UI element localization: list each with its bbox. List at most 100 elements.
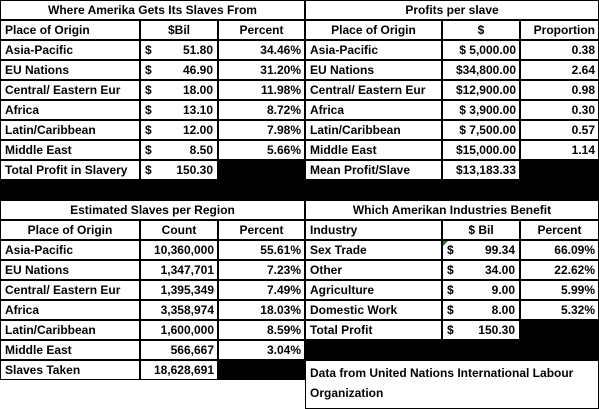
slaves_from-row-percent[interactable]: 34.46% [218,40,305,60]
slaves_from-row-percent[interactable]: 7.98% [218,120,305,140]
industries-total-label[interactable]: Total Profit [305,320,442,340]
industries-total-value[interactable]: $150.30 [442,320,520,340]
slaves_from-row-percent[interactable]: 8.72% [218,100,305,120]
profits_per_slave-row-percent[interactable]: 0.38 [520,40,599,60]
slaves_from-row-value[interactable]: $18.00 [140,80,218,100]
profits_per_slave-header-1[interactable]: $ [442,20,520,40]
separator-row[interactable] [0,180,599,200]
profits_per_slave-row-label[interactable]: Asia-Pacific [305,40,442,60]
industries-filler-row[interactable] [305,340,599,360]
slaves_from-title[interactable]: Where Amerika Gets Its Slaves From [0,0,305,20]
profits_per_slave-row-value[interactable]: $ 3,900.00 [442,100,520,120]
slaves_from-total-label[interactable]: Total Profit in Slavery [0,160,140,180]
industries-header-2[interactable]: Percent [520,220,599,240]
industries-row-percent[interactable]: 5.99% [520,280,599,300]
profits_per_slave-row-value[interactable]: $34,800.00 [442,60,520,80]
slaves_from-row-label[interactable]: Middle East [0,140,140,160]
slaves_from-row-label[interactable]: Asia-Pacific [0,40,140,60]
profits_per_slave-row-percent[interactable]: 0.30 [520,100,599,120]
slaves_from-row-value[interactable]: $51.80 [140,40,218,60]
slaves_per_region-row-label[interactable]: Middle East [0,340,140,360]
slaves_from-row-value[interactable]: $13.10 [140,100,218,120]
industries-row-value[interactable]: $99.34 [442,240,520,260]
slaves_per_region-row-percent[interactable]: 55.61% [218,240,305,260]
profits_per_slave-row-value[interactable]: $ 7,500.00 [442,120,520,140]
currency-symbol: $ [447,283,454,297]
industries-row-value[interactable]: $9.00 [442,280,520,300]
profits_per_slave-row-label[interactable]: Latin/Caribbean [305,120,442,140]
profits_per_slave-row-label[interactable]: EU Nations [305,60,442,80]
profits_per_slave-row-label[interactable]: Middle East [305,140,442,160]
industries-header-1[interactable]: $ Bil [442,220,520,240]
slaves_per_region-row-value[interactable]: 10,360,000 [140,240,218,260]
profits_per_slave-title[interactable]: Profits per slave [305,0,599,20]
slaves_from-header-2[interactable]: Percent [218,20,305,40]
slaves_per_region-row-label[interactable]: Latin/Caribbean [0,320,140,340]
profits_per_slave-row-value[interactable]: $ 5,000.00 [442,40,520,60]
slaves_from-row-percent[interactable]: 5.66% [218,140,305,160]
profits_per_slave-row-label[interactable]: Africa [305,100,442,120]
slaves_per_region-row-percent[interactable]: 3.04% [218,340,305,360]
profits_per_slave-row-percent[interactable]: 1.14 [520,140,599,160]
slaves_per_region-row-value[interactable]: 566,667 [140,340,218,360]
profits_per_slave-row-value[interactable]: $12,900.00 [442,80,520,100]
slaves_per_region-header-1[interactable]: Count [140,220,218,240]
currency-value: 18.00 [182,83,213,97]
slaves_per_region-row-label[interactable]: Central/ Eastern Eur [0,280,140,300]
profits_per_slave-row-value[interactable]: $15,000.00 [442,140,520,160]
slaves_per_region-row-value[interactable]: 1,395,349 [140,280,218,300]
slaves_from-row-value[interactable]: $12.00 [140,120,218,140]
industries-row-value[interactable]: $34.00 [442,260,520,280]
profits_per_slave-row-percent[interactable]: 0.57 [520,120,599,140]
industries-row-label[interactable]: Domestic Work [305,300,442,320]
source-note[interactable]: Data from United Nations International L… [305,360,599,409]
slaves_per_region-row-label[interactable]: EU Nations [0,260,140,280]
profits_per_slave-total-blank[interactable] [520,160,599,180]
slaves_per_region-row-percent[interactable]: 7.49% [218,280,305,300]
slaves_from-row-value[interactable]: $8.50 [140,140,218,160]
slaves_from-total-value[interactable]: $150.30 [140,160,218,180]
slaves_per_region-header-2[interactable]: Percent [218,220,305,240]
slaves_per_region-row-label[interactable]: Africa [0,300,140,320]
slaves_from-total-blank[interactable] [218,160,305,180]
slaves_from-row-value[interactable]: $46.90 [140,60,218,80]
currency-value: 51.80 [182,43,213,57]
slaves_from-row-percent[interactable]: 31.20% [218,60,305,80]
industries-title[interactable]: Which Amerikan Industries Benefit [305,200,599,220]
slaves_from-header-1[interactable]: $Bil [140,20,218,40]
slaves_per_region-title[interactable]: Estimated Slaves per Region [0,200,305,220]
slaves_per_region-row-value[interactable]: 1,600,000 [140,320,218,340]
slaves_per_region-row-percent[interactable]: 18.03% [218,300,305,320]
profits_per_slave-row-percent[interactable]: 2.64 [520,60,599,80]
profits_per_slave-row-percent[interactable]: 0.98 [520,80,599,100]
profits_per_slave-total-label[interactable]: Mean Profit/Slave [305,160,442,180]
industries-row-label[interactable]: Sex Trade [305,240,442,260]
slaves_from-row-percent[interactable]: 11.98% [218,80,305,100]
profits_per_slave-total-value[interactable]: $13,183.33 [442,160,520,180]
profits_per_slave-header-0[interactable]: Place of Origin [305,20,442,40]
slaves_per_region-row-value[interactable]: 3,358,974 [140,300,218,320]
slaves_from-row-label[interactable]: Central/ Eastern Eur [0,80,140,100]
slaves_per_region-total-label[interactable]: Slaves Taken [0,360,140,380]
industries-header-0[interactable]: Industry [305,220,442,240]
slaves_from-row-label[interactable]: Africa [0,100,140,120]
slaves_per_region-row-percent[interactable]: 8.59% [218,320,305,340]
slaves_from-row-label[interactable]: EU Nations [0,60,140,80]
profits_per_slave-header-2[interactable]: Proportion [520,20,599,40]
industries-row-label[interactable]: Other [305,260,442,280]
industries-row-label[interactable]: Agriculture [305,280,442,300]
slaves_per_region-row-percent[interactable]: 7.23% [218,260,305,280]
slaves_per_region-row-label[interactable]: Asia-Pacific [0,240,140,260]
slaves_per_region-total-blank[interactable] [218,360,305,380]
slaves_per_region-total-value[interactable]: 18,628,691 [140,360,218,380]
slaves_from-row-label[interactable]: Latin/Caribbean [0,120,140,140]
profits_per_slave-row-label[interactable]: Central/ Eastern Eur [305,80,442,100]
industries-row-percent[interactable]: 22.62% [520,260,599,280]
slaves_per_region-header-0[interactable]: Place of Origin [0,220,140,240]
industries-total-blank[interactable] [520,320,599,340]
slaves_per_region-row-value[interactable]: 1,347,701 [140,260,218,280]
industries-row-percent[interactable]: 66.09% [520,240,599,260]
slaves_from-header-0[interactable]: Place of Origin [0,20,140,40]
industries-row-percent[interactable]: 5.32% [520,300,599,320]
industries-row-value[interactable]: $8.00 [442,300,520,320]
